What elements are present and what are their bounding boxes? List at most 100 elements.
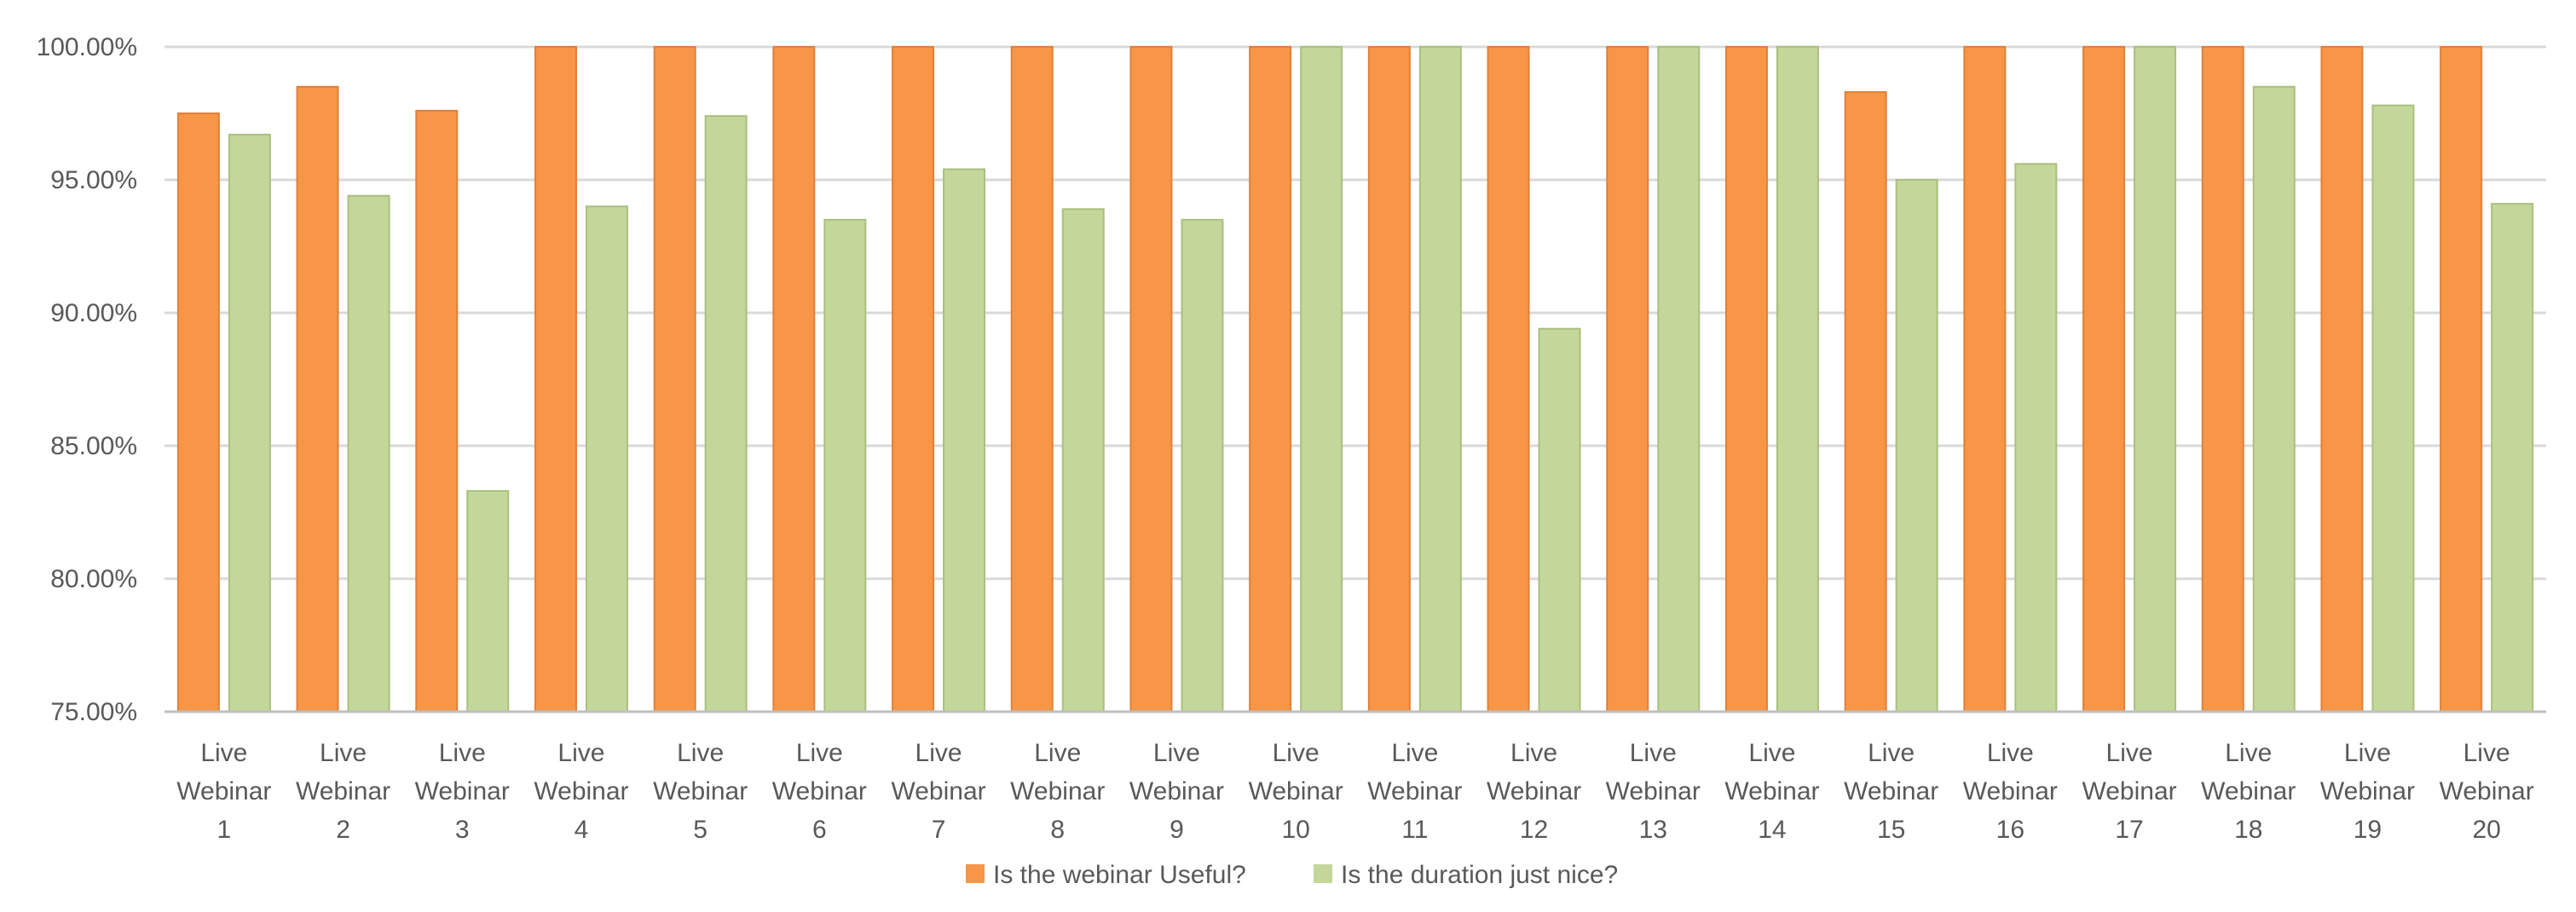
bar-useful [534,46,577,713]
x-tick-label: Webinar [2082,777,2176,805]
x-tick-label: Webinar [534,777,628,805]
gridlines [165,45,2546,713]
x-tick-label: Live [2463,739,2510,767]
x-tick-label: Live [1630,739,1677,767]
x-tick-label: Live [1273,739,1320,767]
bar-duration [1657,46,1701,713]
bar-useful [1724,46,1768,713]
x-tick-label: Live [796,739,843,767]
x-tick-label: 9 [1170,816,1184,844]
x-tick-label: Live [1748,739,1795,767]
bar-useful [296,85,339,713]
x-tick-label: 11 [1401,816,1428,844]
x-tick-label: Webinar [1487,777,1581,805]
bar-duration [466,490,510,713]
bar-duration [704,115,748,713]
bar-useful [1129,46,1173,713]
bar-duration [1300,46,1343,713]
bar-duration [1776,46,1819,713]
x-tick-label: Webinar [2201,777,2296,805]
x-tick-label: Webinar [2320,777,2415,805]
bar-duration [823,218,867,713]
x-tick-label: 3 [455,816,470,844]
x-tick-label: Live [1034,739,1081,767]
x-tick-label: Webinar [1367,777,1462,805]
y-tick-label: 80.00% [50,565,137,593]
y-tick-label: 100.00% [37,33,137,61]
x-tick-label: Webinar [1606,777,1701,805]
bar-useful [772,46,816,713]
y-tick-label: 85.00% [50,432,137,460]
bar-useful [892,46,935,713]
x-tick-label: Live [1868,739,1915,767]
x-tick-label: 8 [1050,816,1065,844]
x-tick-label: Live [320,739,367,767]
x-tick-label: 6 [812,816,827,844]
x-tick-label: 2 [336,816,350,844]
bar-duration [347,194,390,713]
x-tick-label: 10 [1281,816,1309,844]
bar-duration [1538,327,1581,713]
x-tick-label: Webinar [1249,777,1343,805]
bar-duration [1181,218,1224,713]
x-tick-label: Live [439,739,486,767]
bar-duration [2491,203,2534,713]
axes: 75.00% 80.00% 85.00% 90.00% 95.00% 100.00% Liv… [37,33,2546,844]
bar-useful [1367,46,1411,713]
x-tick-label: Webinar [1963,777,2058,805]
x-tick-label: Live [1510,739,1557,767]
x-tick-label: Webinar [1844,777,1938,805]
x-tick-label: 20 [2472,816,2500,844]
bar-useful [1010,46,1054,713]
legend-swatch-duration [1314,864,1332,883]
bar-useful [2082,46,2126,713]
x-tick-label: 14 [1758,816,1786,844]
bar-duration [943,168,986,713]
bar-useful [2201,46,2244,713]
bar-useful [2440,46,2483,713]
x-tick-label: Webinar [772,777,867,805]
bar-duration [228,133,271,713]
x-tick-label: Webinar [415,777,510,805]
bar-useful [653,46,696,713]
bar-duration [2134,46,2177,713]
x-tick-label: Webinar [653,777,748,805]
x-tick-label: Live [1391,739,1438,767]
legend-label-useful: Is the webinar Useful? [993,861,1246,889]
legend-swatch-useful [966,864,985,883]
bar-useful [1606,46,1649,713]
x-tick-label: Live [557,739,604,767]
bar-useful [1487,46,1530,713]
bar-useful [1963,46,2007,713]
bar-useful [415,109,459,713]
bar-duration [2371,104,2415,713]
x-tick-label: 1 [217,816,232,844]
x-tick-label: 5 [693,816,708,844]
x-tick-label: Webinar [296,777,390,805]
x-tick-label: 12 [1520,816,1548,844]
x-tick-label: Webinar [176,777,271,805]
y-tick-label: 90.00% [50,299,137,327]
y-tick-label: 75.00% [50,698,137,726]
x-tick-label: 15 [1877,816,1905,844]
x-tick-label: 13 [1639,816,1667,844]
x-tick-label: Live [677,739,724,767]
x-tick-label: Webinar [1010,777,1105,805]
x-tick-label: Live [2106,739,2153,767]
bar-duration [1061,208,1105,713]
x-tick-label: Live [915,739,962,767]
x-tick-label: 18 [2234,816,2262,844]
bars [176,46,2534,713]
x-tick-label: 7 [932,816,946,844]
x-tick-label: Live [1153,739,1200,767]
bar-duration [2252,85,2296,713]
bar-duration [585,205,628,713]
bar-duration [1895,179,1938,713]
x-tick-label: Webinar [1129,777,1224,805]
x-tick-label: Webinar [1724,777,1819,805]
bar-useful [176,113,220,713]
x-tick-label: 19 [2354,816,2382,844]
bar-duration [1418,46,1462,713]
